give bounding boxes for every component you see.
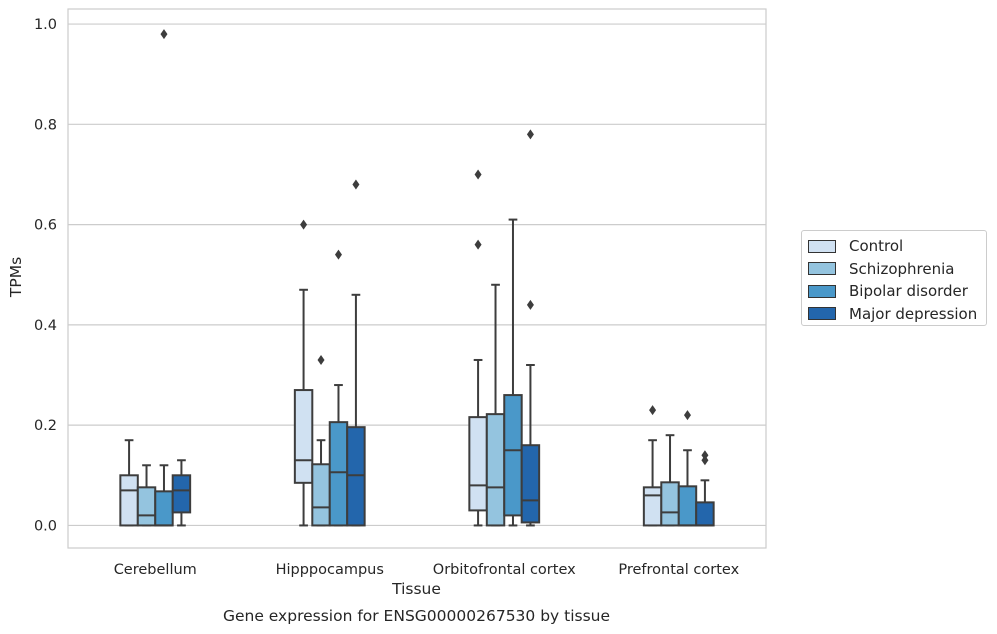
- box-major-depression: [171, 459, 192, 527]
- box-body: [328, 421, 349, 527]
- outlier-point: [701, 450, 709, 461]
- legend-label: Schizophrenia: [849, 259, 955, 278]
- legend-swatch: [808, 262, 836, 276]
- box-body: [136, 486, 157, 527]
- box-body: [119, 474, 139, 527]
- box-major-depression: [695, 450, 715, 527]
- x-tick-label: Hipppocampus: [276, 562, 384, 578]
- box-schizophrenia: [311, 354, 331, 527]
- y-tick-label: 1.0: [34, 17, 57, 33]
- box-bipolar-disorder: [328, 249, 349, 527]
- y-tick-label: 0.6: [34, 218, 57, 234]
- box-control: [468, 169, 488, 527]
- x-axis-label: Tissue: [392, 580, 441, 598]
- box-schizophrenia: [660, 434, 680, 527]
- outlier-point: [317, 354, 325, 365]
- outlier-point: [526, 129, 534, 140]
- outlier-point: [701, 455, 709, 466]
- box-body: [520, 444, 541, 524]
- y-tick-label: 0.2: [34, 418, 57, 434]
- box-control: [293, 219, 314, 527]
- legend-item: Control: [808, 235, 986, 258]
- x-tick-label: Cerebellum: [114, 562, 197, 578]
- box-control: [642, 405, 663, 527]
- outlier-point: [160, 29, 168, 40]
- outlier-point: [683, 410, 691, 421]
- outlier-point: [474, 239, 482, 250]
- outlier-point: [334, 249, 342, 260]
- box-body: [695, 501, 715, 527]
- legend-swatch: [808, 307, 836, 321]
- figure-caption: Gene expression for ENSG00000267530 by t…: [222, 607, 611, 625]
- box-schizophrenia: [136, 464, 157, 527]
- outlier-point: [649, 405, 657, 416]
- legend-item: Bipolar disorder: [808, 280, 986, 303]
- y-tick-labels: 0.0 0.2 0.4 0.6 0.8 1.0: [34, 17, 57, 534]
- legend-item: Schizophrenia: [808, 258, 986, 281]
- box-schizophrenia: [485, 283, 506, 527]
- legend-swatch: [808, 239, 836, 253]
- box-body: [660, 481, 680, 527]
- box-body: [293, 389, 314, 484]
- box-body: [346, 426, 366, 527]
- box-body: [503, 394, 523, 517]
- x-tick-label: Orbitofrontal cortex: [433, 562, 576, 578]
- outlier-point: [474, 169, 482, 180]
- box-body: [154, 490, 174, 527]
- legend-label: Control: [849, 237, 904, 256]
- box-body: [642, 486, 663, 527]
- y-gridlines: [68, 23, 766, 527]
- outlier-point: [300, 219, 308, 230]
- box-control: [119, 439, 139, 527]
- box-body: [468, 416, 488, 512]
- y-tick-label: 0.4: [34, 318, 57, 334]
- legend-item: Major depression: [808, 303, 986, 326]
- legend-label: Major depression: [849, 304, 978, 323]
- box-body: [171, 474, 192, 514]
- y-tick-label: 0.0: [34, 518, 57, 534]
- box-body: [311, 463, 331, 527]
- box-body: [485, 413, 506, 527]
- plot-frame: [67, 8, 767, 549]
- y-tick-label: 0.8: [34, 117, 57, 133]
- outlier-point: [526, 299, 534, 310]
- box-bipolar-disorder: [154, 29, 174, 527]
- box-bipolar-disorder: [677, 410, 698, 527]
- outlier-point: [352, 179, 360, 190]
- box-bipolar-disorder: [503, 218, 523, 527]
- boxes: [119, 29, 715, 527]
- x-tick-labels: Cerebellum Hipppocampus Orbitofrontal cort…: [114, 562, 740, 578]
- legend: Control Schizophrenia Bipolar disorder Majo…: [801, 230, 987, 326]
- box-major-depression: [346, 179, 366, 527]
- legend-label: Bipolar disorder: [849, 282, 968, 301]
- y-axis-label: TPMs: [7, 257, 25, 298]
- legend-swatch: [808, 284, 836, 298]
- box-body: [677, 485, 698, 527]
- x-tick-label: Prefrontal cortex: [618, 562, 739, 578]
- box-major-depression: [520, 129, 541, 527]
